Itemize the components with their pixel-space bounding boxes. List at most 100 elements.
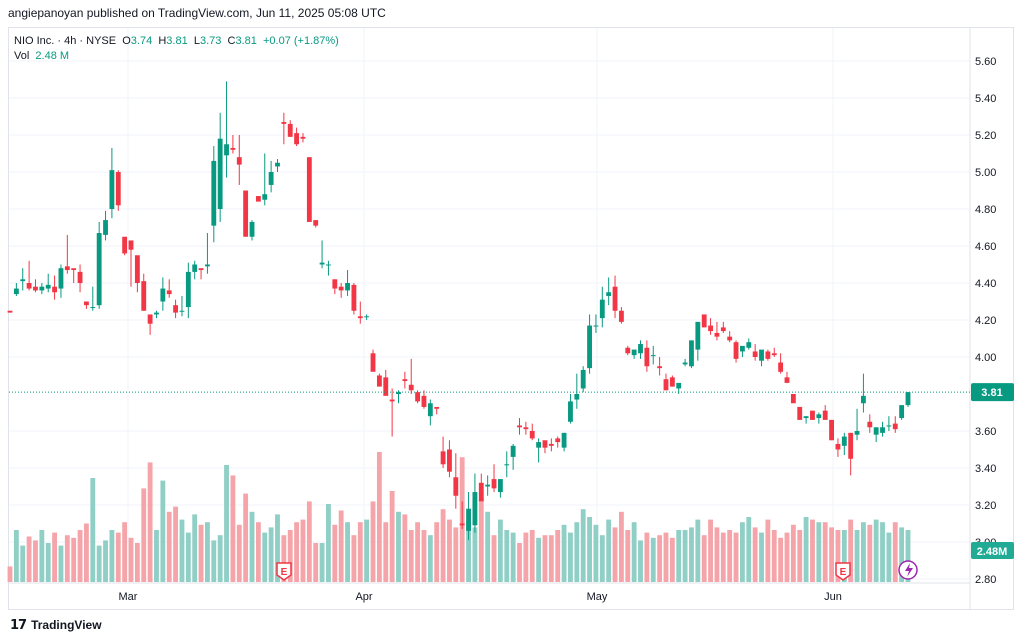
candle-body <box>491 479 497 489</box>
volume-bar <box>306 501 312 582</box>
x-tick-label: May <box>587 591 608 603</box>
footer-brand[interactable]: 𝟭𝟳 TradingView <box>10 617 102 633</box>
candle-body <box>797 406 803 420</box>
candle-body <box>58 268 64 289</box>
volume-bar <box>357 522 363 582</box>
last-volume-label: 2.48M <box>977 546 1008 558</box>
volume-bar <box>396 511 401 582</box>
volume-bar <box>873 519 879 582</box>
y-tick-label: 4.40 <box>975 278 996 290</box>
tradingview-logo-icon: 𝟭𝟳 <box>10 617 27 632</box>
volume-bar <box>166 511 172 582</box>
candle-body <box>714 332 720 337</box>
candle-body <box>657 366 663 369</box>
candle-body <box>555 438 561 443</box>
volume-bar <box>517 543 522 582</box>
candle-body <box>427 403 433 417</box>
candle-body <box>860 395 866 404</box>
candle-body <box>96 233 102 306</box>
candle-body <box>141 281 147 311</box>
candle-body <box>580 369 586 389</box>
low-label: L <box>193 35 200 47</box>
candle-body <box>224 144 229 156</box>
volume-bar <box>848 519 854 582</box>
volume-bar <box>568 532 573 582</box>
volume-bar <box>192 514 198 582</box>
candle-body <box>548 443 554 446</box>
candle-body <box>701 314 707 328</box>
candle-body <box>20 279 26 282</box>
volume-bar <box>255 522 261 582</box>
earnings-marker-icon <box>276 562 292 581</box>
candle-body <box>739 345 745 352</box>
volume-bar <box>523 532 529 582</box>
candle-body <box>816 414 822 419</box>
volume-bar <box>746 517 752 582</box>
volume-bar <box>224 465 229 582</box>
volume-bar <box>415 522 421 582</box>
last-price-badge <box>971 383 1014 402</box>
volume-bar <box>109 530 115 582</box>
volume-bar <box>52 532 58 582</box>
candle-body <box>497 479 503 493</box>
volume-bar <box>816 522 822 582</box>
volume-bar <box>64 535 70 582</box>
volume-bar <box>20 545 26 582</box>
volume-bar <box>332 524 338 582</box>
volume-bar <box>134 543 140 582</box>
ohlc-row: NIO Inc. · 4h · NYSE O3.74 H3.81 L3.73 C… <box>14 34 339 49</box>
volume-bar <box>771 530 777 582</box>
last-price-label: 3.81 <box>981 387 1002 399</box>
candle-body <box>179 310 185 312</box>
candle-body <box>447 449 452 472</box>
y-tick-label: 3.20 <box>975 500 996 512</box>
candle-body <box>357 316 363 319</box>
volume-bar <box>472 527 478 582</box>
candle-body <box>466 508 471 531</box>
volume-bar <box>695 519 701 582</box>
candle-body <box>650 355 656 357</box>
candle-body <box>612 286 618 311</box>
candle-body <box>568 401 573 422</box>
y-tick-label: 4.80 <box>975 204 996 216</box>
volume-bar <box>230 475 236 582</box>
volume-bar <box>313 543 319 582</box>
candle-body <box>810 410 815 420</box>
x-tick-label: Mar <box>119 591 138 603</box>
candle-body <box>262 194 268 200</box>
candle-body <box>854 431 860 435</box>
volume-bar <box>478 498 484 582</box>
candle-body <box>115 172 121 206</box>
volume-bar <box>440 509 446 582</box>
volume-bar <box>561 524 567 582</box>
volume-bar <box>867 524 873 582</box>
symbol-label[interactable]: NIO Inc. · 4h · NYSE <box>14 35 117 47</box>
candle-body <box>294 133 300 145</box>
candle-body <box>663 379 669 391</box>
y-tick-label: 4.00 <box>975 352 996 364</box>
candle-body <box>561 432 567 448</box>
volume-bar <box>548 535 554 582</box>
volume-bar <box>58 545 64 582</box>
candle-body <box>478 482 484 502</box>
candle-body <box>319 262 325 265</box>
volume-bar <box>810 519 815 582</box>
volume-bar <box>205 522 210 582</box>
candle-body <box>510 445 516 457</box>
candle-body <box>7 310 13 313</box>
candle-body <box>122 236 128 254</box>
volume-bar <box>797 530 803 582</box>
volume-bar <box>689 527 694 582</box>
footer-brand-label: TradingView <box>31 618 102 632</box>
volume-bar <box>249 511 255 582</box>
candle-body <box>166 290 172 295</box>
candle-body <box>517 425 522 428</box>
volume-bar <box>287 530 293 582</box>
candle-body <box>90 307 96 309</box>
volume-bar <box>173 506 179 582</box>
volume-bar <box>185 532 191 582</box>
volume-bar <box>434 522 440 582</box>
candle-body <box>905 392 911 406</box>
last-volume-badge <box>971 542 1014 559</box>
